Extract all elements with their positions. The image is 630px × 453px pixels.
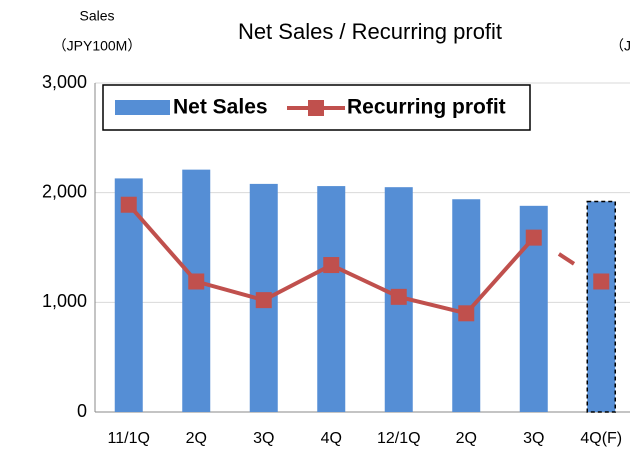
x-tick-label: 4Q(F) (580, 430, 622, 447)
y-tick-label: 3,000 (42, 72, 87, 92)
y-tick-label: 2,000 (42, 181, 87, 201)
y-tick-label: 1,000 (42, 291, 87, 311)
marker (188, 273, 205, 290)
x-tick-label: 3Q (253, 430, 274, 447)
x-tick-label: 4Q (321, 430, 342, 447)
legend-swatch (115, 100, 170, 115)
y-tick-label: 0 (77, 401, 87, 421)
y2-axis-label: （J (610, 38, 630, 54)
legend-label: Net Sales (173, 96, 268, 119)
bar (317, 186, 346, 412)
marker (390, 288, 407, 305)
marker (120, 196, 137, 213)
marker (323, 257, 340, 274)
bar (182, 169, 211, 412)
y-axis-label: Sales (79, 8, 114, 24)
legend-swatch (308, 100, 324, 116)
x-tick-label: 2Q (456, 430, 477, 447)
y-axis-unit: （JPY100M） (53, 38, 142, 54)
marker (458, 305, 475, 322)
x-tick-label: 3Q (523, 430, 544, 447)
x-tick-label: 11/1Q (108, 430, 150, 447)
forecast-line (532, 235, 603, 284)
marker (525, 229, 542, 246)
bar (586, 200, 616, 413)
legend-label: Recurring profit (347, 96, 506, 119)
marker (255, 292, 272, 309)
chart-title: Net Sales / Recurring profit (238, 19, 502, 44)
x-tick-label: 2Q (186, 430, 207, 447)
marker (593, 273, 610, 290)
x-tick-label: 12/1Q (377, 430, 421, 447)
